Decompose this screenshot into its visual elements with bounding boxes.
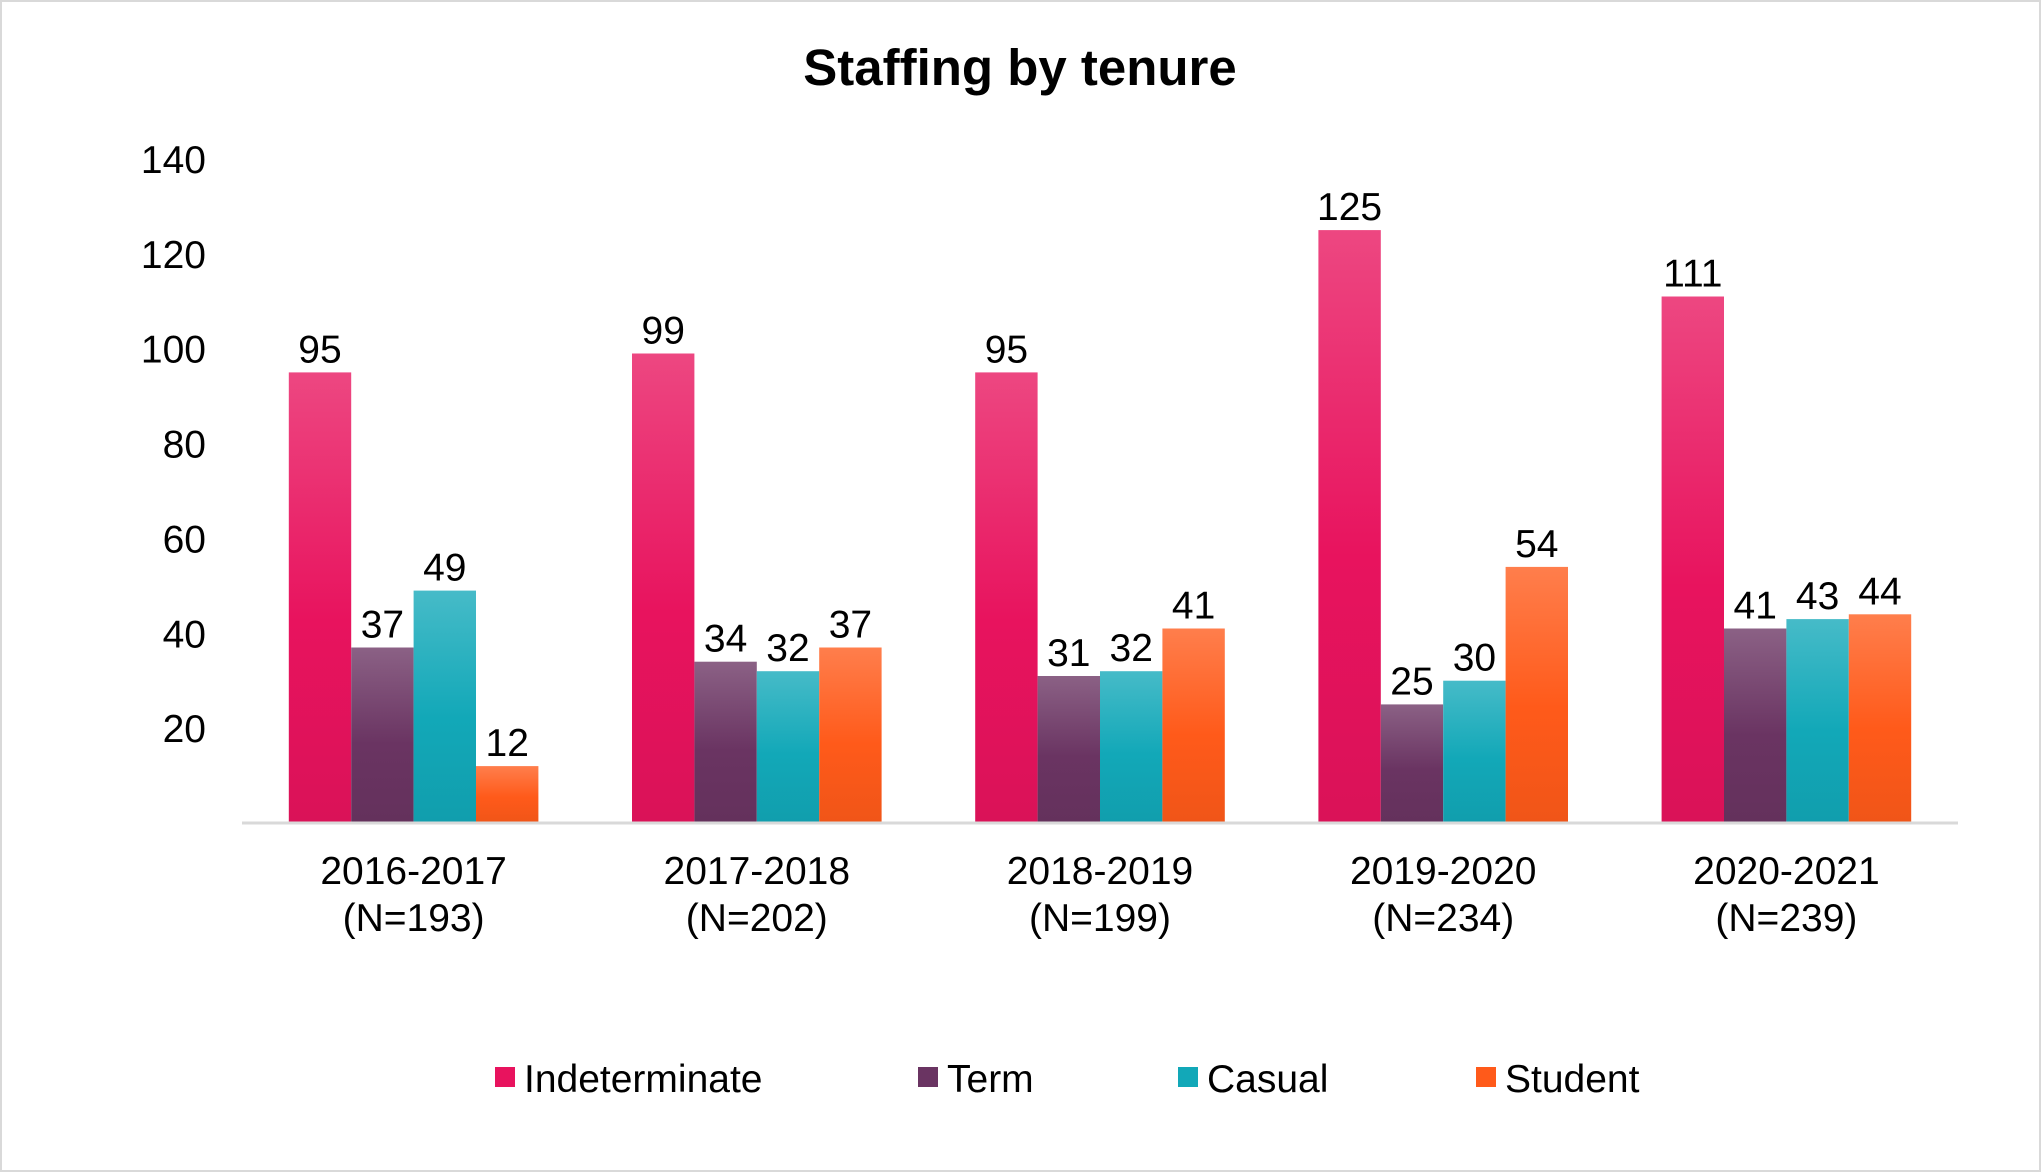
x-tick-label: 2017-2018 xyxy=(664,850,851,893)
x-tick-label: 2018-2019 xyxy=(1007,850,1194,893)
x-axis-ticks: 2016-2017(N=193) 2017-2018(N=202) 2018-201… xyxy=(320,850,1879,940)
y-tick-label: 40 xyxy=(163,613,206,656)
y-tick-label: 100 xyxy=(141,329,206,372)
bar-student xyxy=(1505,566,1568,823)
legend-swatch-student xyxy=(1476,1067,1496,1087)
data-label: 32 xyxy=(766,627,809,670)
bar-casual xyxy=(413,590,476,823)
bar-indeterminate xyxy=(1661,296,1724,823)
bar-student xyxy=(1848,614,1912,823)
bar-casual xyxy=(1443,680,1506,823)
bar-term xyxy=(694,661,757,823)
data-label: 95 xyxy=(298,328,341,371)
data-labels: 95 37 49 12 99 34 32 37 95 31 32 41 125 25 30 54 111 41 43… xyxy=(298,186,1901,765)
data-label: 54 xyxy=(1515,523,1558,566)
data-label: 99 xyxy=(642,310,685,353)
bars xyxy=(288,230,1912,824)
bar-term xyxy=(351,647,414,823)
x-tick-sublabel: (N=234) xyxy=(1372,897,1514,940)
bar-indeterminate xyxy=(288,372,352,823)
x-tick-label: 2016-2017 xyxy=(320,850,507,893)
data-label: 12 xyxy=(486,722,529,765)
chart-title: Staffing by tenure xyxy=(803,39,1237,96)
data-label: 44 xyxy=(1858,570,1901,613)
data-label: 34 xyxy=(704,618,747,661)
legend-label: Student xyxy=(1505,1058,1640,1101)
data-label: 37 xyxy=(361,604,404,647)
legend: Indeterminate Term Casual Student xyxy=(495,1058,1640,1101)
bar-indeterminate xyxy=(632,353,695,823)
x-tick-sublabel: (N=202) xyxy=(686,897,828,940)
legend-swatch-term xyxy=(918,1067,938,1087)
x-tick-sublabel: (N=199) xyxy=(1029,897,1171,940)
y-tick-label: 120 xyxy=(141,234,206,277)
data-label: 125 xyxy=(1317,186,1382,229)
bar-term xyxy=(1380,704,1444,823)
x-tick-sublabel: (N=239) xyxy=(1715,897,1857,940)
data-label: 31 xyxy=(1047,632,1090,675)
bar-indeterminate xyxy=(975,372,1038,823)
bar-student xyxy=(819,647,882,823)
legend-label: Indeterminate xyxy=(524,1058,762,1101)
y-tick-label: 80 xyxy=(163,424,206,467)
bar-term xyxy=(1037,676,1100,823)
legend-label: Term xyxy=(947,1058,1034,1101)
data-label: 25 xyxy=(1390,660,1433,703)
data-label: 95 xyxy=(985,328,1028,371)
bar-term xyxy=(1724,628,1787,823)
legend-swatch-indeterminate xyxy=(495,1067,515,1087)
legend-label: Casual xyxy=(1207,1058,1328,1101)
y-tick-label: 20 xyxy=(163,708,206,751)
data-label: 111 xyxy=(1663,253,1722,296)
data-label: 37 xyxy=(829,604,872,647)
data-label: 32 xyxy=(1110,627,1153,670)
bar-indeterminate xyxy=(1318,230,1381,824)
data-label: 41 xyxy=(1734,585,1777,628)
y-axis-ticks: 20 40 60 80 100 120 140 xyxy=(141,139,206,751)
y-tick-label: 60 xyxy=(163,518,206,561)
data-label: 30 xyxy=(1453,637,1496,680)
bar-casual xyxy=(1100,671,1163,823)
bar-student xyxy=(476,766,539,823)
bar-student xyxy=(1162,628,1225,823)
bar-casual xyxy=(1786,619,1849,823)
x-tick-sublabel: (N=193) xyxy=(343,897,485,940)
x-tick-label: 2019-2020 xyxy=(1350,850,1537,893)
y-tick-label: 140 xyxy=(141,139,206,182)
bar-casual xyxy=(756,671,820,823)
x-tick-label: 2020-2021 xyxy=(1693,850,1880,893)
data-label: 41 xyxy=(1172,585,1215,628)
data-label: 43 xyxy=(1796,575,1839,618)
legend-swatch-casual xyxy=(1178,1067,1198,1087)
data-label: 49 xyxy=(423,547,466,590)
